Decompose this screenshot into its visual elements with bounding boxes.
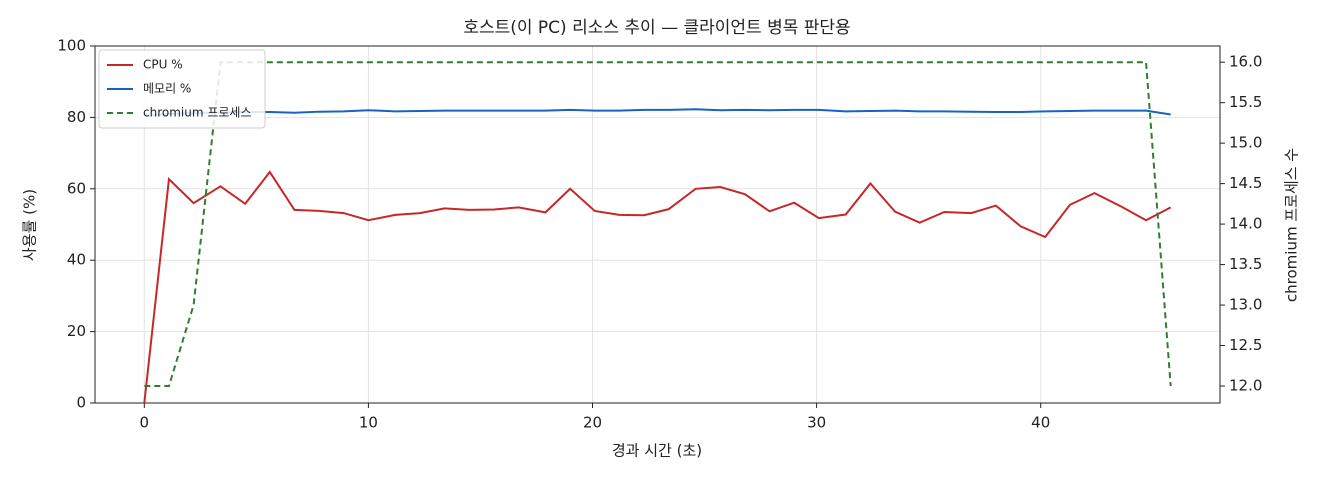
legend-box — [98, 49, 266, 129]
y-tick-label: 40 — [67, 251, 86, 269]
x-axis-label: 경과 시간 (초) — [612, 442, 702, 460]
x-tick-label: 20 — [583, 414, 602, 432]
series-line — [144, 108, 1171, 117]
chart-title: 호스트(이 PC) 리소스 추이 — 클라이언트 병목 판단용 — [463, 18, 850, 38]
y2-tick-label: 14.0 — [1229, 215, 1262, 233]
y2-tick-label: 13.5 — [1229, 255, 1262, 273]
y-tick-label: 20 — [67, 322, 86, 340]
series-line — [144, 61, 1172, 387]
y2-axis-label: chromium 프로세스 수 — [1283, 148, 1301, 302]
y-tick-label: 80 — [67, 108, 86, 126]
legend-label: 메모리 % — [143, 82, 191, 96]
x-tick-label: 10 — [359, 414, 378, 432]
series-line — [143, 170, 1172, 404]
y2-tick-label: 13.0 — [1229, 296, 1262, 314]
legend: CPU % 메모리 % chromium 프로세스 — [98, 49, 266, 129]
y-tick-label: 100 — [57, 37, 86, 55]
y2-tick-label: 15.0 — [1229, 134, 1262, 152]
legend-label: CPU % — [143, 58, 183, 72]
x-tick-label: 30 — [807, 414, 826, 432]
y2-tick-label: 16.0 — [1229, 53, 1262, 71]
x-tick-label: 0 — [140, 414, 150, 432]
y2-tick-label: 12.0 — [1229, 377, 1262, 395]
y-tick-label: 60 — [67, 179, 86, 197]
y2-tick-label: 15.5 — [1229, 93, 1262, 111]
y-axis-label: 사용률 (%) — [21, 189, 39, 261]
y2-tick-label: 14.5 — [1229, 174, 1262, 192]
x-tick-label: 40 — [1031, 414, 1050, 432]
y2-tick-label: 12.5 — [1229, 336, 1262, 354]
plot-frame — [94, 45, 1221, 404]
legend-label: chromium 프로세스 — [143, 106, 252, 120]
y-tick-label: 0 — [76, 394, 86, 412]
